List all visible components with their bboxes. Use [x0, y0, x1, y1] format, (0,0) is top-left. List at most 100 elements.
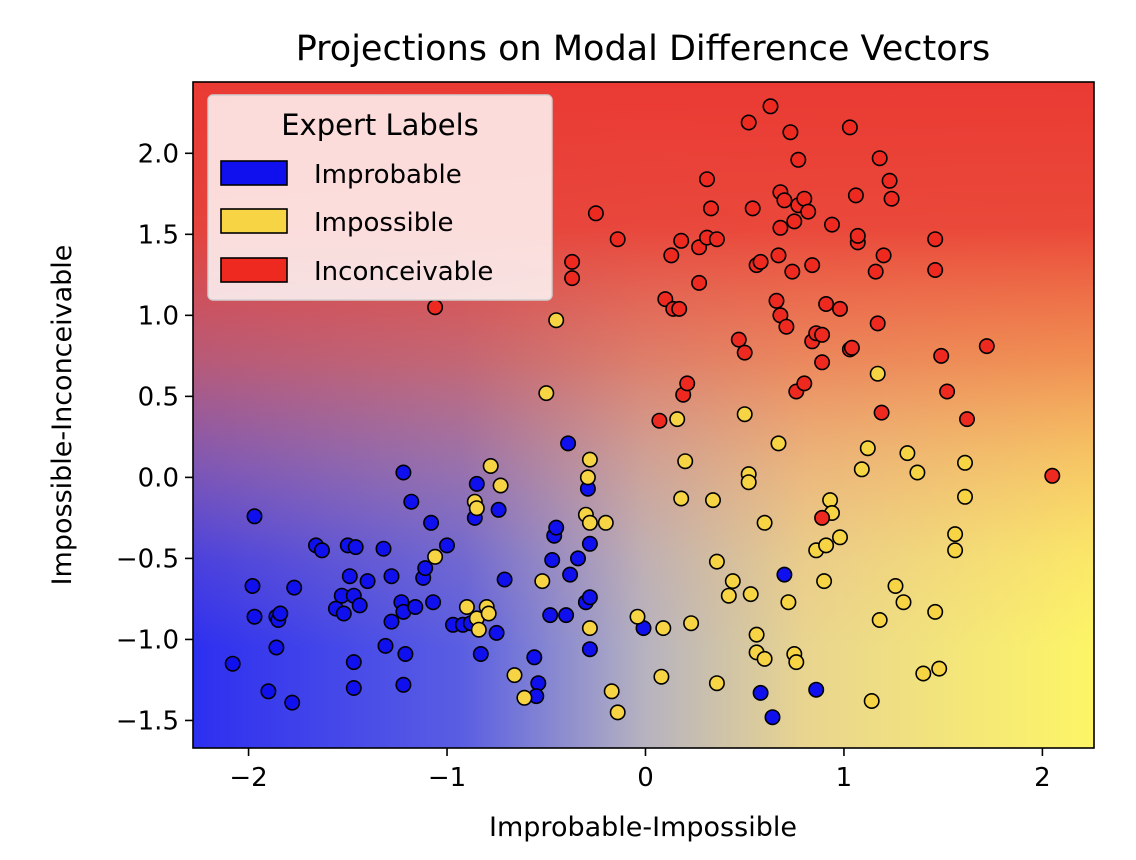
- point-improbable: [286, 579, 303, 596]
- point-impossible: [770, 435, 787, 452]
- point-inconceivable: [782, 124, 799, 141]
- point-impossible: [581, 620, 598, 637]
- point-impossible: [748, 626, 765, 643]
- point-inconceivable: [762, 98, 779, 115]
- point-impossible: [853, 461, 870, 478]
- point-improbable: [490, 501, 507, 518]
- point-improbable: [423, 514, 440, 531]
- y-tick-label: −0.5: [116, 544, 179, 574]
- point-impossible: [756, 514, 773, 531]
- point-impossible: [579, 469, 596, 486]
- point-impossible: [538, 385, 555, 402]
- point-impossible: [516, 689, 533, 706]
- point-impossible: [581, 451, 598, 468]
- point-improbable: [383, 613, 400, 630]
- point-inconceivable: [800, 203, 817, 220]
- legend-swatch-impossible: [220, 208, 288, 234]
- y-tick-label: 2.0: [138, 139, 179, 169]
- point-impossible: [788, 654, 805, 671]
- point-inconceivable: [744, 200, 761, 217]
- point-impossible: [818, 537, 835, 554]
- point-inconceivable: [784, 263, 801, 280]
- point-improbable: [526, 649, 543, 666]
- legend-label-improbable: Improbable: [314, 160, 462, 190]
- x-axis: −2 −1 0 1 2: [229, 748, 1051, 793]
- point-improbable: [468, 475, 485, 492]
- point-inconceivable: [818, 295, 835, 312]
- point-improbable: [496, 571, 513, 588]
- point-improbable: [425, 594, 442, 611]
- point-impossible: [534, 573, 551, 590]
- point-impossible: [506, 667, 523, 684]
- point-improbable: [403, 493, 420, 510]
- point-impossible: [468, 500, 485, 517]
- legend-swatch-improbable: [220, 160, 288, 186]
- legend: Expert Labels Improbable Impossible Inco…: [207, 94, 553, 301]
- point-improbable: [345, 679, 362, 696]
- y-tick-label: 0.5: [138, 382, 179, 412]
- point-inconceivable: [698, 171, 715, 188]
- point-improbable: [246, 508, 263, 525]
- x-tick-label: 0: [637, 763, 654, 793]
- point-improbable: [224, 655, 241, 672]
- point-impossible: [669, 411, 686, 428]
- point-inconceivable: [673, 232, 690, 249]
- point-improbable: [569, 550, 586, 567]
- point-inconceivable: [564, 253, 581, 270]
- point-inconceivable: [871, 150, 888, 167]
- point-improbable: [544, 551, 561, 568]
- point-improbable: [260, 683, 277, 700]
- point-impossible: [603, 683, 620, 700]
- point-impossible: [653, 668, 670, 685]
- point-improbable: [581, 589, 598, 606]
- point-impossible: [724, 573, 741, 590]
- point-impossible: [677, 453, 694, 470]
- point-impossible: [915, 665, 932, 682]
- point-impossible: [708, 675, 725, 692]
- point-improbable: [776, 566, 793, 583]
- point-inconceivable: [814, 354, 831, 371]
- point-inconceivable: [933, 347, 950, 364]
- point-improbable: [347, 539, 364, 556]
- point-inconceivable: [958, 411, 975, 428]
- point-inconceivable: [609, 231, 626, 248]
- point-impossible: [673, 490, 690, 507]
- point-inconceivable: [768, 292, 785, 309]
- y-tick-label: 0.0: [138, 463, 179, 493]
- point-impossible: [740, 474, 757, 491]
- point-impossible: [887, 577, 904, 594]
- point-inconceivable: [796, 375, 813, 392]
- point-impossible: [492, 477, 509, 494]
- point-impossible: [931, 660, 948, 677]
- chart-title: Projections on Modal Difference Vectors: [296, 29, 991, 69]
- x-tick-label: 1: [836, 763, 853, 793]
- point-impossible: [863, 692, 880, 709]
- point-improbable: [359, 573, 376, 590]
- y-tick-label: 1.5: [138, 220, 179, 250]
- point-improbable: [395, 464, 412, 481]
- point-impossible: [458, 598, 475, 615]
- point-impossible: [581, 514, 598, 531]
- point-impossible: [609, 704, 626, 721]
- point-improbable: [488, 624, 505, 641]
- point-inconceivable: [752, 253, 769, 270]
- point-improbable: [542, 607, 559, 624]
- point-inconceivable: [881, 172, 898, 189]
- legend-label-inconceivable: Inconceivable: [314, 257, 493, 287]
- point-improbable: [351, 597, 368, 614]
- point-impossible: [780, 594, 797, 611]
- point-impossible: [947, 542, 964, 559]
- point-improbable: [417, 560, 434, 577]
- point-improbable: [472, 645, 489, 662]
- point-inconceivable: [814, 509, 831, 526]
- point-impossible: [899, 445, 916, 462]
- y-axis: −1.5 −1.0 −0.5 0.0 0.5 1.0 1.5 2.0: [116, 139, 193, 736]
- x-axis-label: Improbable-Impossible: [489, 812, 797, 843]
- point-inconceivable: [831, 300, 848, 317]
- point-improbable: [268, 639, 285, 656]
- point-inconceivable: [849, 227, 866, 244]
- point-inconceivable: [679, 375, 696, 392]
- point-inconceivable: [772, 219, 789, 236]
- point-impossible: [480, 605, 497, 622]
- point-inconceivable: [814, 326, 831, 343]
